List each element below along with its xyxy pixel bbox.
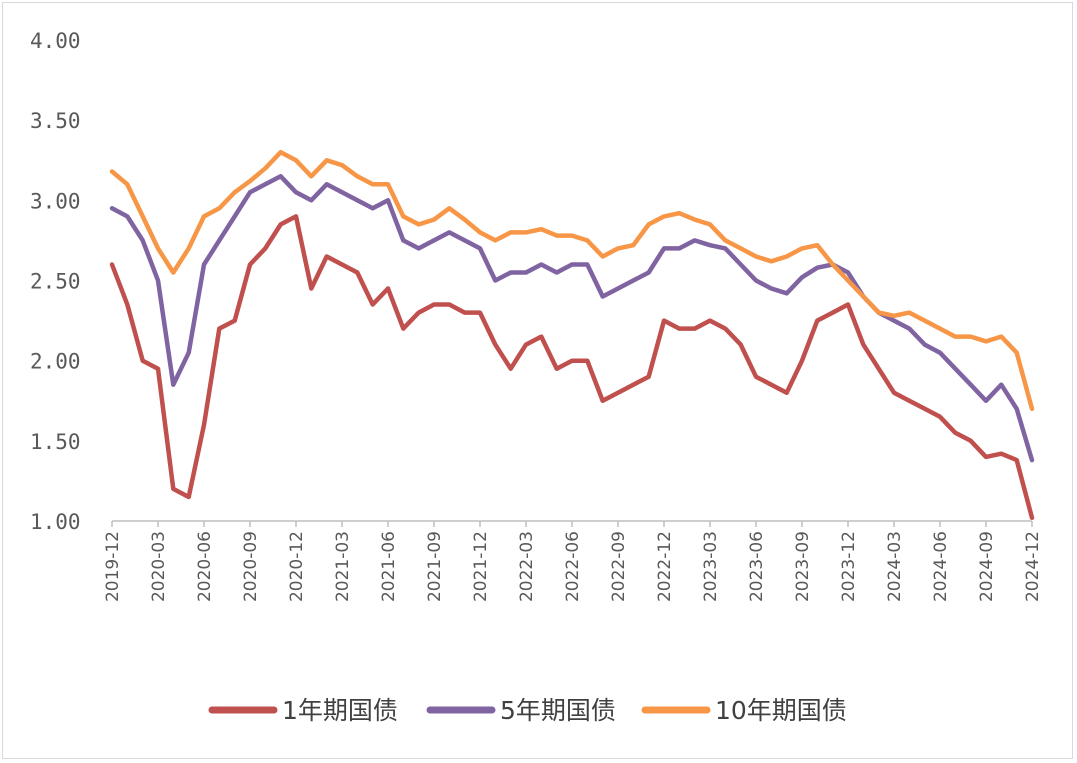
series-line-2 xyxy=(109,174,1035,463)
x-tick-label: 2020-12 xyxy=(287,531,307,602)
y-tick-label: 1.00 xyxy=(30,510,81,534)
x-tick-label: 2023-12 xyxy=(839,531,859,602)
legend-label: 5年期国债 xyxy=(500,696,616,725)
x-tick-label: 2024-12 xyxy=(1023,531,1043,602)
x-tick-label: 2023-06 xyxy=(747,531,767,602)
x-tick-label: 2022-09 xyxy=(609,531,629,602)
x-tick-label: 2024-03 xyxy=(885,531,905,602)
legend-label: 1年期国债 xyxy=(282,696,398,725)
x-tick-label: 2023-09 xyxy=(793,531,813,602)
legend-item: 5年期国债 xyxy=(426,696,616,725)
y-tick-label: 4.00 xyxy=(30,29,81,53)
y-axis: 1.00 1.50 2.00 2.50 3.00 3.50 4.00 xyxy=(30,29,81,534)
series-lines xyxy=(109,149,1035,521)
x-tick-label: 2020-03 xyxy=(149,531,169,602)
x-axis: 2019-12 2020-03 2020-06 2020-09 2020-12 2021-… xyxy=(103,520,1043,602)
series-line-1 xyxy=(109,214,1035,521)
x-tick-label: 2022-03 xyxy=(517,531,537,602)
x-tick-label: 2020-09 xyxy=(241,531,261,602)
x-tick-label: 2021-09 xyxy=(425,531,445,602)
y-tick-label: 2.00 xyxy=(30,350,81,374)
legend-item: 1年期国债 xyxy=(208,696,398,725)
y-tick-label: 1.50 xyxy=(30,430,81,454)
x-tick-label: 2019-12 xyxy=(103,531,123,602)
x-tick-label: 2022-12 xyxy=(655,531,675,602)
y-tick-label: 3.00 xyxy=(30,189,81,213)
x-tick-label: 2020-06 xyxy=(195,531,215,602)
x-tick-label: 2021-03 xyxy=(333,531,353,602)
series-line-3 xyxy=(109,149,1035,412)
x-tick-label: 2024-09 xyxy=(977,531,997,602)
legend-item: 10年期国债 xyxy=(641,696,847,725)
legend-label: 10年期国债 xyxy=(715,696,847,725)
x-tick-label: 2021-06 xyxy=(379,531,399,602)
x-tick-label: 2022-06 xyxy=(563,531,583,602)
y-tick-label: 2.50 xyxy=(30,270,81,294)
legend: 1年期国债 5年期国债 10年期国债 xyxy=(208,696,847,725)
x-tick-label: 2024-06 xyxy=(931,531,951,602)
y-tick-label: 3.50 xyxy=(30,109,81,133)
x-tick-label: 2021-12 xyxy=(471,531,491,602)
x-tick-label: 2023-03 xyxy=(701,531,721,602)
